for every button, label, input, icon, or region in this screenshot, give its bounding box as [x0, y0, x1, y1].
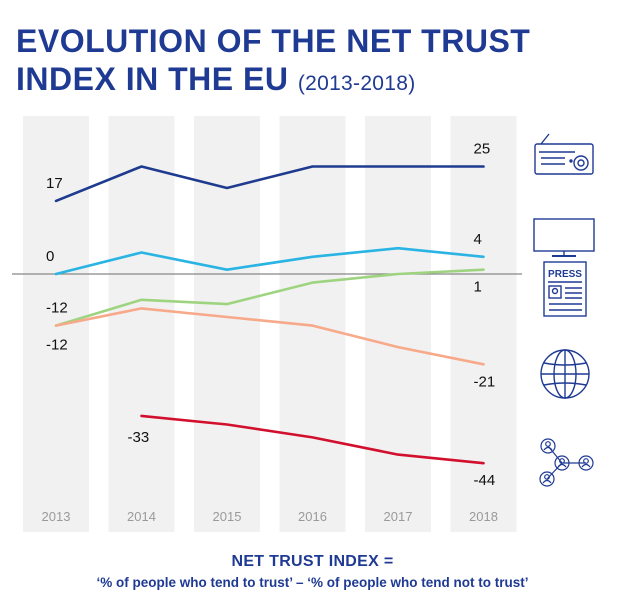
year-column-2015 [194, 116, 260, 532]
data-label: -12 [46, 300, 68, 317]
data-label: 1 [474, 279, 482, 296]
data-label: 17 [46, 175, 63, 192]
data-label: 25 [474, 141, 491, 158]
year-column-2017 [365, 116, 431, 532]
press-icon: PRESS [543, 261, 587, 317]
globe-icon [540, 349, 590, 399]
chart-title-line2: INDEX IN THE EU [16, 61, 289, 97]
social-network-icon [539, 438, 594, 487]
year-column-2014 [108, 116, 175, 532]
series-line-online-social-networks [140, 414, 485, 465]
footer-heading: NET TRUST INDEX = [231, 553, 394, 570]
data-labels: 17 25 0 4 -12 1 -12 -21 -33 -44 [46, 141, 495, 490]
x-axis-year-labels: 2013 2014 2015 2016 2017 2018 [42, 509, 498, 524]
data-label: 4 [474, 231, 482, 248]
x-tick-label: 2016 [298, 509, 327, 524]
chart-title-range: (2013-2018) [297, 72, 416, 95]
footer-formula: ‘% of people who tend to trust’ – ‘% of … [96, 575, 529, 590]
trust-index-chart: 2013 2014 2015 2016 2017 2018 17 25 0 4 -12 1 -12 -2… [12, 116, 595, 532]
data-label: -33 [128, 429, 150, 446]
x-tick-label: 2017 [384, 509, 413, 524]
chart-title: EVOLUTION OF THE NET TRUST INDEX IN THE E… [16, 22, 530, 103]
series-line-television [54, 246, 485, 276]
year-column-2018 [450, 116, 517, 532]
series-line-internet [54, 307, 485, 366]
data-label: -12 [46, 337, 68, 354]
data-label: 0 [46, 248, 54, 265]
x-tick-label: 2018 [469, 509, 498, 524]
series-lines [54, 165, 485, 465]
x-tick-label: 2015 [213, 509, 242, 524]
x-tick-label: 2013 [42, 509, 71, 524]
series-line-radio [54, 165, 485, 203]
radio-icon [534, 133, 594, 175]
x-tick-label: 2014 [127, 509, 156, 524]
svg-text:PRESS: PRESS [548, 269, 582, 280]
chart-title-line1: EVOLUTION OF THE NET TRUST [16, 23, 531, 59]
television-icon [533, 218, 595, 257]
data-label: -21 [474, 373, 496, 390]
data-label: -44 [474, 472, 496, 489]
series-line-written-press [54, 268, 485, 327]
year-column-2013 [23, 116, 89, 532]
